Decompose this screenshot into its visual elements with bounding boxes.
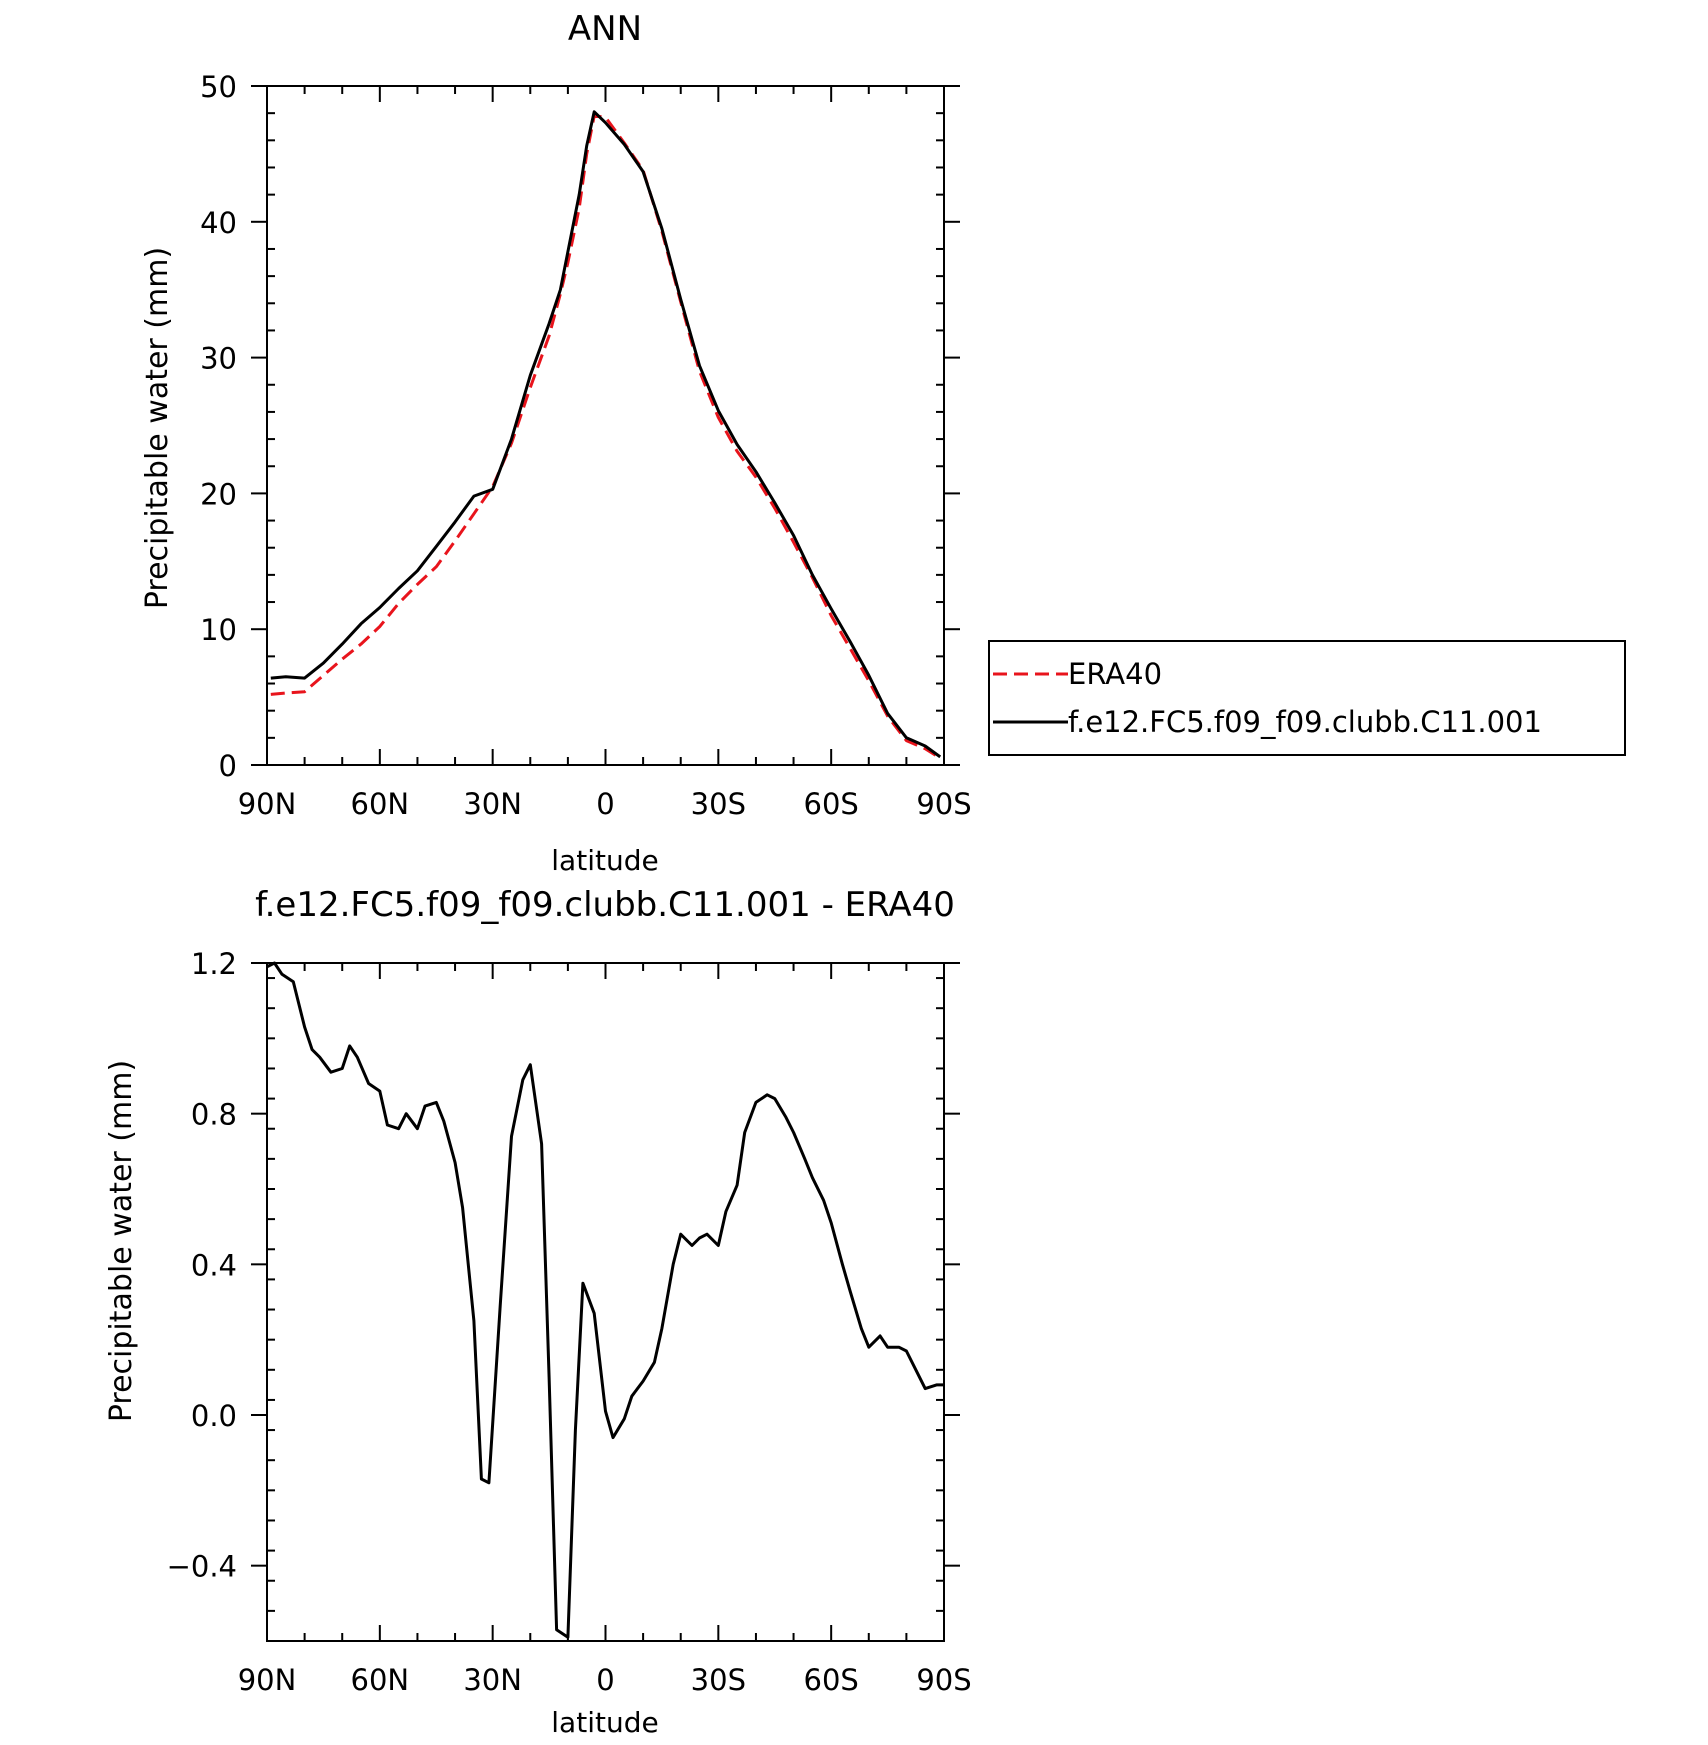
- top-panel: ANN Precipitable water (mm) latitude 90N…: [140, 9, 1626, 877]
- plot-frame: [266, 85, 945, 766]
- x-tick-label: 60S: [804, 787, 859, 821]
- y-tick-label: 0.0: [191, 1399, 237, 1433]
- y-tick-label: 40: [200, 206, 237, 240]
- x-tick-label: 30N: [463, 1663, 522, 1697]
- x-tick-label: 60S: [804, 1663, 859, 1697]
- bottom-panel: f.e12.FC5.f09_f09.clubb.C11.001 - ERA40 …: [104, 885, 972, 1739]
- top-panel-series: [270, 110, 942, 760]
- top-panel-x-axis-label: latitude: [551, 844, 658, 877]
- x-tick-label: 60N: [351, 1663, 410, 1697]
- x-tick-label: 90N: [238, 1663, 297, 1697]
- x-tick-label: 90S: [916, 787, 971, 821]
- legend-label-era40: ERA40: [1068, 657, 1162, 691]
- x-tick-label: 30S: [691, 787, 746, 821]
- legend-label-model: f.e12.FC5.f09_f09.clubb.C11.001: [1068, 705, 1542, 739]
- legend-box: [988, 640, 1626, 756]
- y-tick-label: 0.8: [191, 1098, 237, 1132]
- bottom-panel-x-axis-label: latitude: [551, 1706, 658, 1739]
- legend: ERA40 f.e12.FC5.f09_f09.clubb.C11.001: [988, 640, 1626, 756]
- y-tick-label: 10: [200, 613, 237, 647]
- plot-frame: [266, 962, 945, 1642]
- y-tick-label: 1.2: [191, 947, 237, 981]
- x-tick-label: 90N: [238, 787, 297, 821]
- top-panel-ticks: 90N 60N 30N 0 30S 60S 90S 0 10 20 30 40 50: [200, 70, 972, 821]
- top-panel-title: ANN: [568, 9, 642, 49]
- top-panel-frame: [266, 85, 945, 766]
- x-tick-label: 0: [596, 1663, 614, 1697]
- y-tick-label: 50: [200, 70, 237, 104]
- x-tick-label: 30S: [691, 1663, 746, 1697]
- bottom-panel-series: [266, 961, 944, 1639]
- bottom-panel-y-axis-label: Precipitable water (mm): [104, 1060, 139, 1422]
- bottom-panel-ticks: 90N 60N 30N 0 30S 60S 90S −0.4 0.0 0.4 0.8 1.2: [167, 947, 972, 1697]
- y-tick-label: 30: [200, 342, 237, 376]
- y-tick-label: −0.4: [167, 1550, 237, 1584]
- y-tick-label: 0.4: [191, 1248, 237, 1282]
- x-tick-label: 90S: [916, 1663, 971, 1697]
- x-tick-label: 60N: [351, 787, 410, 821]
- x-tick-label: 0: [596, 787, 614, 821]
- era40-line: [270, 114, 942, 760]
- y-tick-label: 20: [200, 477, 237, 511]
- bottom-panel-title: f.e12.FC5.f09_f09.clubb.C11.001 - ERA40: [255, 885, 955, 925]
- y-tick-label: 0: [219, 749, 237, 783]
- top-panel-y-axis-label: Precipitable water (mm): [140, 247, 175, 609]
- bottom-panel-frame: [266, 962, 945, 1642]
- difference-line: [266, 961, 944, 1639]
- model-line: [270, 110, 942, 759]
- x-tick-label: 30N: [463, 787, 522, 821]
